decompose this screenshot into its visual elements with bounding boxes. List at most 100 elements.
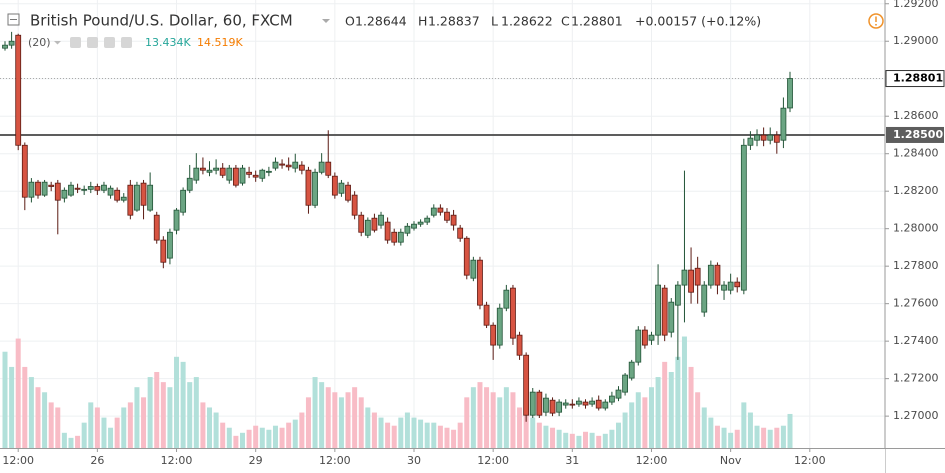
candle-body bbox=[424, 217, 431, 223]
title-menu-arrow[interactable] bbox=[322, 19, 330, 23]
volume-bar bbox=[708, 417, 714, 448]
candle-body bbox=[787, 78, 793, 109]
candle-body bbox=[661, 287, 668, 336]
candle-body bbox=[477, 259, 483, 306]
candle-body bbox=[411, 223, 417, 229]
volume-bar bbox=[655, 377, 661, 448]
x-tick-label: 12:00 bbox=[319, 454, 351, 467]
volume-bar bbox=[272, 425, 278, 448]
candle-body bbox=[760, 134, 767, 141]
volume-bar bbox=[299, 412, 305, 448]
volume-bar bbox=[338, 397, 344, 448]
candle-body bbox=[740, 144, 747, 291]
volume-bar bbox=[583, 431, 589, 448]
candle-body bbox=[648, 334, 655, 341]
candle-body bbox=[48, 184, 55, 187]
candle-body bbox=[259, 169, 266, 179]
x-tick-label: 29 bbox=[249, 454, 263, 467]
y-tick-label: 1.29000 bbox=[893, 34, 939, 47]
candle-body bbox=[167, 231, 173, 259]
x-tick-label: 12:00 bbox=[794, 454, 826, 467]
candle-body bbox=[226, 167, 233, 181]
candle-body bbox=[628, 361, 635, 379]
volume-bar bbox=[200, 402, 206, 448]
candle-body bbox=[213, 167, 220, 171]
candle-body bbox=[120, 196, 127, 201]
volume-bar bbox=[319, 382, 325, 448]
candle-body bbox=[186, 177, 193, 191]
candle-body bbox=[767, 134, 774, 141]
candle-body bbox=[153, 214, 160, 241]
candle-body bbox=[589, 400, 596, 405]
candle-body bbox=[727, 281, 734, 291]
candle-body bbox=[173, 209, 180, 231]
candle-body bbox=[595, 399, 602, 409]
volume-bar bbox=[28, 377, 34, 448]
volume-bar bbox=[774, 427, 780, 448]
alert-icon[interactable] bbox=[868, 13, 884, 29]
candle-body bbox=[232, 167, 239, 186]
candle-body bbox=[773, 134, 780, 143]
volume-bar bbox=[503, 387, 509, 448]
candle-body bbox=[543, 397, 549, 413]
volume-bar bbox=[398, 417, 404, 448]
volume-bar bbox=[286, 422, 292, 448]
volume-bar bbox=[668, 372, 674, 448]
y-tick-label: 1.28400 bbox=[893, 147, 939, 160]
candle-body bbox=[655, 284, 661, 336]
x-tick-label: 26 bbox=[90, 454, 104, 467]
volume-bar bbox=[490, 392, 496, 448]
candle-body bbox=[602, 401, 609, 409]
y-tick-label: 1.28200 bbox=[893, 184, 939, 197]
volume-bar bbox=[391, 425, 397, 448]
candle-body bbox=[490, 324, 497, 346]
volume-bar bbox=[61, 432, 67, 448]
volume-bar bbox=[451, 429, 457, 448]
candle-body bbox=[358, 214, 365, 233]
volume-bar bbox=[662, 361, 668, 448]
indicator-more[interactable] bbox=[121, 37, 132, 48]
candle-body bbox=[193, 167, 200, 181]
volume-bar bbox=[325, 387, 331, 448]
candle-body bbox=[734, 281, 741, 288]
candle-body bbox=[780, 107, 787, 141]
volume-bar bbox=[596, 435, 602, 448]
candle-body bbox=[160, 239, 167, 263]
candle-body bbox=[523, 354, 530, 416]
candle-body bbox=[338, 182, 345, 194]
volume-bar bbox=[404, 412, 410, 448]
candle-body bbox=[15, 34, 22, 146]
volume-bar bbox=[207, 407, 213, 448]
volume-bar bbox=[576, 435, 582, 448]
volume-ma-value: 14.519K bbox=[197, 36, 243, 49]
candle-body bbox=[549, 399, 556, 414]
candle-body bbox=[463, 237, 470, 276]
indicator-menu-arrow[interactable] bbox=[54, 41, 61, 45]
x-tick-label: 12:00 bbox=[2, 454, 34, 467]
candle-body bbox=[61, 189, 68, 199]
volume-bar bbox=[233, 435, 239, 448]
candle-body bbox=[430, 207, 437, 216]
volume-bar bbox=[675, 356, 681, 448]
volume-bar bbox=[787, 413, 793, 448]
candle-body bbox=[510, 287, 516, 339]
candle-body bbox=[576, 400, 582, 405]
candle-body bbox=[701, 284, 708, 313]
candle-body bbox=[292, 161, 299, 169]
last-price-box bbox=[885, 70, 945, 88]
indicator-eye[interactable] bbox=[70, 37, 81, 48]
indicator-add[interactable] bbox=[104, 37, 115, 48]
indicator-settings[interactable] bbox=[87, 37, 98, 48]
volume-bar bbox=[101, 417, 107, 448]
volume-bar bbox=[569, 433, 575, 448]
y-tick-label: 1.28000 bbox=[893, 222, 939, 235]
candle-body bbox=[444, 211, 450, 221]
volume-bar bbox=[378, 417, 384, 448]
candle-body bbox=[94, 186, 101, 191]
volume-bar bbox=[385, 422, 391, 448]
volume-bar bbox=[81, 422, 87, 448]
y-tick-label: 1.27000 bbox=[893, 409, 939, 422]
candle-body bbox=[707, 264, 714, 286]
last-price-label: 1.28801 bbox=[893, 72, 943, 85]
x-tick-label: 12:00 bbox=[161, 454, 193, 467]
